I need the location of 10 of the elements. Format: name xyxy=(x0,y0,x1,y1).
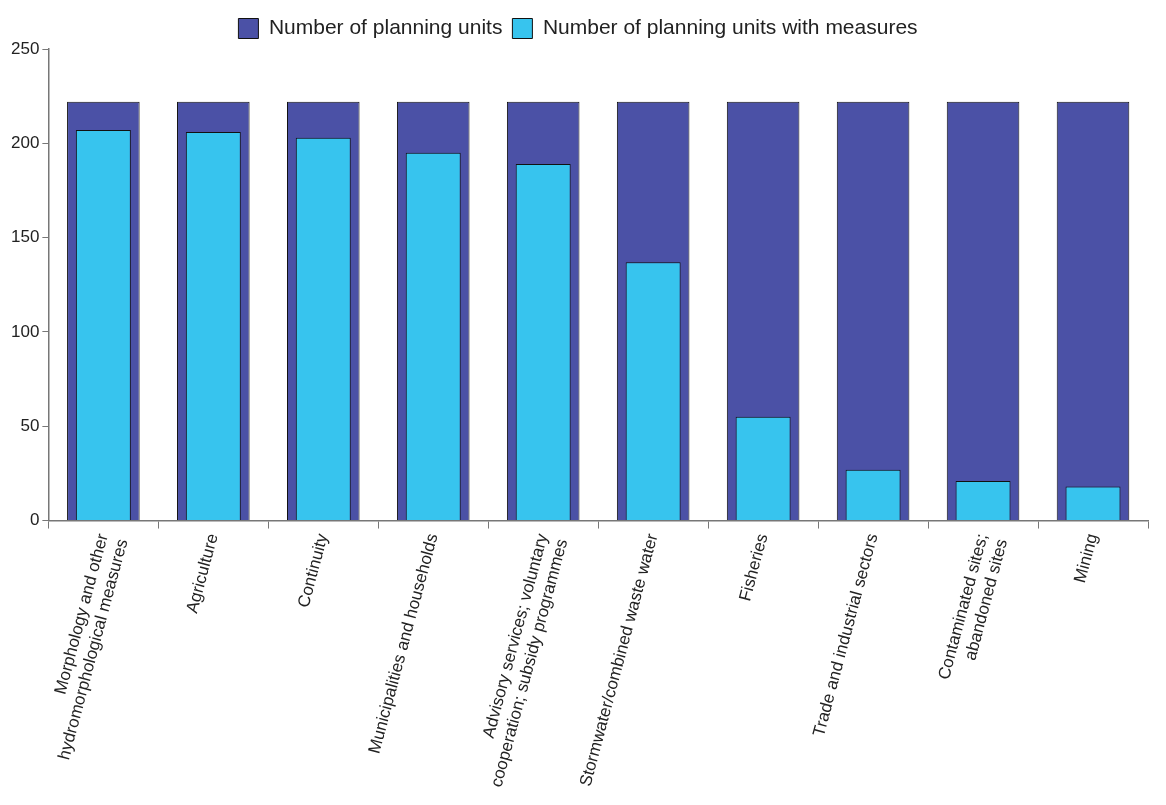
y-tick-label: 200 xyxy=(10,133,40,152)
x-tick-label: Fisheries xyxy=(735,531,772,604)
y-tick-label: 50 xyxy=(20,415,40,435)
y-tick-label: 250 xyxy=(10,38,40,58)
x-tick-label: Mining xyxy=(1070,531,1102,585)
legend-label: Number of planning units with measures xyxy=(542,15,918,39)
y-tick-label: 150 xyxy=(10,227,40,247)
legend-label: Number of planning units xyxy=(268,15,503,39)
y-tick-label: 0 xyxy=(29,510,40,530)
y-tick-label: 100 xyxy=(10,321,40,341)
